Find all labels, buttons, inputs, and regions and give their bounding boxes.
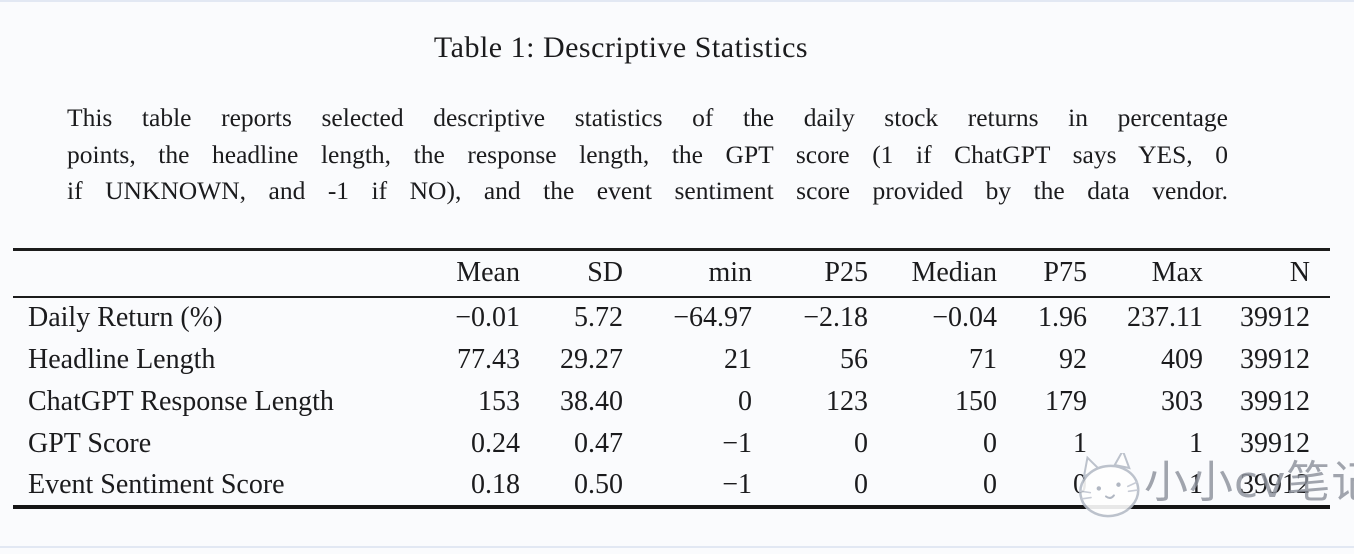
- top-edge-line: [0, 0, 1354, 2]
- cell-min: −1: [722, 427, 752, 459]
- cell-p25: 0: [854, 468, 868, 500]
- cell-p75: 1: [1073, 427, 1087, 459]
- cell-mean: 153: [478, 385, 520, 417]
- cell-median: −0.04: [932, 302, 997, 333]
- cell-min: 21: [724, 343, 752, 375]
- cat-face-icon: [1079, 453, 1140, 518]
- column-header-median: Median: [911, 257, 997, 289]
- bottom-edge-line: [0, 546, 1354, 548]
- row-label: ChatGPT Response Length: [28, 385, 334, 417]
- watermark: 小小cv笔记: [1074, 449, 1354, 521]
- cell-p25: −2.18: [803, 302, 868, 333]
- column-header-p25: P25: [824, 257, 868, 289]
- table-row: ChatGPT Response Length 153 38.40 0 123 …: [13, 381, 1330, 423]
- cell-median: 0: [983, 427, 997, 459]
- table-row: GPT Score 0.24 0.47 −1 0 0 1 1 39912: [13, 423, 1330, 465]
- cell-sd: 0.50: [574, 468, 623, 500]
- cell-sd: 29.27: [560, 343, 623, 375]
- cell-min: 0: [738, 385, 752, 417]
- table-row: Event Sentiment Score 0.18 0.50 −1 0 0 0…: [13, 465, 1330, 507]
- column-header-min: min: [708, 257, 752, 289]
- caption-line-3: if UNKNOWN, and -1 if NO), and the event…: [67, 176, 1228, 205]
- cell-min: −1: [722, 468, 752, 500]
- cell-p25: 56: [840, 343, 868, 375]
- row-label: Headline Length: [28, 343, 216, 375]
- cell-mean: 77.43: [457, 343, 520, 375]
- table-caption: This table reports selected descriptive …: [67, 100, 1228, 210]
- cell-sd: 0.47: [574, 427, 623, 459]
- cell-median: 71: [969, 343, 997, 375]
- cell-p75: 1.96: [1038, 302, 1087, 333]
- row-label: GPT Score: [28, 427, 152, 459]
- row-label: Daily Return (%): [28, 302, 223, 333]
- cell-n: 39912: [1240, 302, 1310, 333]
- row-label: Event Sentiment Score: [28, 468, 285, 500]
- cell-n: 39912: [1240, 427, 1310, 459]
- caption-line-1: This table reports selected descriptive …: [67, 103, 1228, 132]
- cell-p25: 123: [826, 385, 868, 417]
- cell-min: −64.97: [673, 302, 752, 333]
- cell-max: 409: [1161, 343, 1203, 375]
- descriptive-statistics-table: Mean SD min P25 Median P75 Max N Daily R…: [13, 248, 1330, 509]
- cell-n: 39912: [1240, 343, 1310, 375]
- cell-max: 303: [1161, 385, 1203, 417]
- cell-n: 39912: [1240, 468, 1310, 500]
- column-header-mean: Mean: [456, 257, 520, 289]
- column-header-n: N: [1289, 257, 1310, 289]
- column-header-sd: SD: [587, 257, 623, 289]
- column-header-stat: [13, 250, 398, 297]
- cell-max: 237.11: [1127, 302, 1203, 333]
- header-row: Mean SD min P25 Median P75 Max N: [13, 250, 1330, 297]
- column-header-max: Max: [1151, 257, 1203, 289]
- column-header-p75: P75: [1043, 257, 1087, 289]
- cell-max: 1: [1189, 427, 1203, 459]
- cell-sd: 5.72: [574, 302, 623, 333]
- table-row: Daily Return (%) −0.01 5.72 −64.97 −2.18…: [13, 297, 1330, 339]
- cell-mean: −0.01: [455, 302, 520, 333]
- cell-p75: 92: [1059, 343, 1087, 375]
- cell-sd: 38.40: [560, 385, 623, 417]
- cell-mean: 0.24: [471, 427, 520, 459]
- caption-line-2: points, the headline length, the respons…: [67, 139, 1228, 169]
- cell-median: 150: [955, 385, 997, 417]
- table-row: Headline Length 77.43 29.27 21 56 71 92 …: [13, 339, 1330, 381]
- cell-median: 0: [983, 468, 997, 500]
- cell-p25: 0: [854, 427, 868, 459]
- cell-n: 39912: [1240, 385, 1310, 417]
- cell-mean: 0.18: [471, 468, 520, 500]
- watermark-text: 小小cv笔记: [1144, 457, 1354, 508]
- cell-p75: 179: [1045, 385, 1087, 417]
- cell-max: 1: [1189, 468, 1203, 500]
- table-title: Table 1: Descriptive Statistics: [433, 31, 809, 64]
